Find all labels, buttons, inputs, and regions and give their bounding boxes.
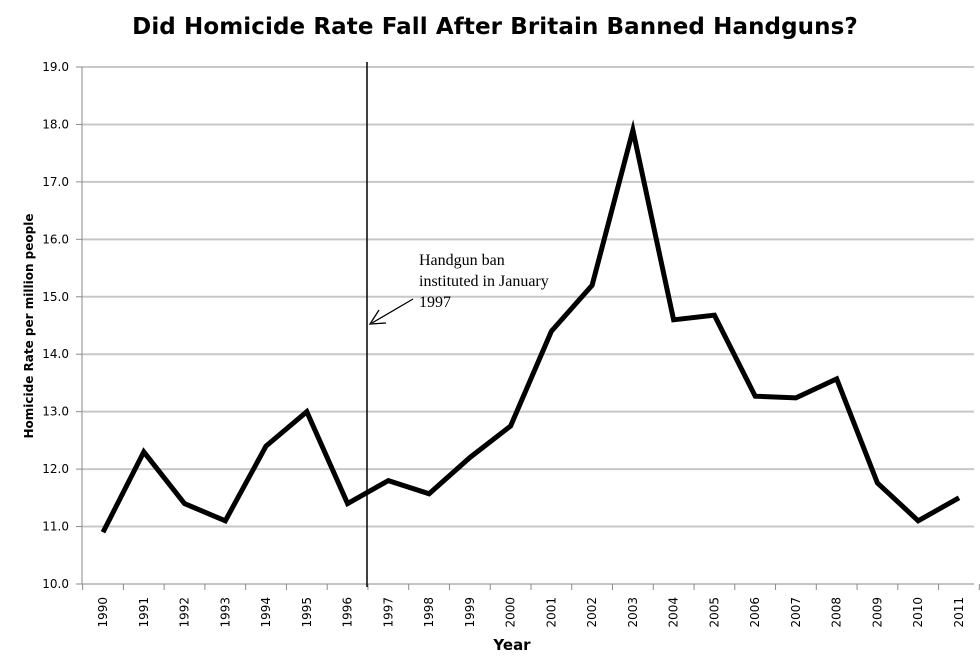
y-tick-label: 19.0 [42,60,69,74]
y-axis-label: Homicide Rate per million people [22,214,36,439]
annotation-text-line: Handgun ban [419,252,505,269]
annotation-arrow-shaft [371,298,414,324]
x-tick-label: 2001 [544,597,558,628]
x-tick-label: 1990 [96,597,110,628]
x-tick-label: 2003 [626,597,640,628]
x-tick-label: 1992 [178,597,192,628]
x-tick-label: 1998 [422,597,436,628]
annotation-text-line: 1997 [419,294,451,311]
annotation-text-line: instituted in January [419,273,549,290]
x-tick-label: 1993 [218,597,232,628]
x-tick-label: 1996 [341,597,355,628]
x-tick-label: 2011 [952,597,966,628]
y-tick-label: 10.0 [42,577,69,591]
x-tick-label: 2010 [911,597,925,628]
axes [76,66,980,590]
chart-title: Did Homicide Rate Fall After Britain Ban… [132,14,858,40]
y-tick-label: 17.0 [42,175,69,189]
x-tick-label: 1995 [300,597,314,628]
series-line [100,119,961,534]
annotation-arrow-head [368,309,387,325]
x-tick-label: 2000 [504,597,518,628]
grid [82,66,974,528]
x-tick-label: 2005 [707,597,721,628]
series [100,119,961,534]
y-tick-label: 14.0 [42,347,69,361]
x-tick-label: 2009 [870,597,884,628]
x-tick-label: 2007 [789,597,803,628]
x-tick-label: 1991 [137,597,151,628]
y-tick-label: 13.0 [42,405,69,419]
y-tick-label: 11.0 [42,520,69,534]
x-tick-label: 1997 [381,597,395,628]
y-tick-label: 16.0 [42,232,69,246]
y-tick-label: 12.0 [42,462,69,476]
annotation: Handgun ban instituted in January 1997 [368,252,549,325]
x-tick-label: 1994 [259,597,273,628]
y-tick-labels: 10.0 11.0 12.0 13.0 14.0 15.0 16.0 17.0 18.0 19.0 [42,60,69,591]
x-tick-labels: 1990 1991 1992 1993 1994 1995 1996 1997 1998 1999… [96,597,966,628]
y-tick-label: 18.0 [42,117,69,131]
x-tick-label: 2002 [585,597,599,628]
x-tick-label: 2006 [748,597,762,628]
y-tick-label: 15.0 [42,290,69,304]
x-tick-label: 2008 [830,597,844,628]
x-axis-label: Year [492,636,531,654]
x-tick-label: 2004 [667,597,681,628]
x-tick-label: 1999 [463,597,477,628]
